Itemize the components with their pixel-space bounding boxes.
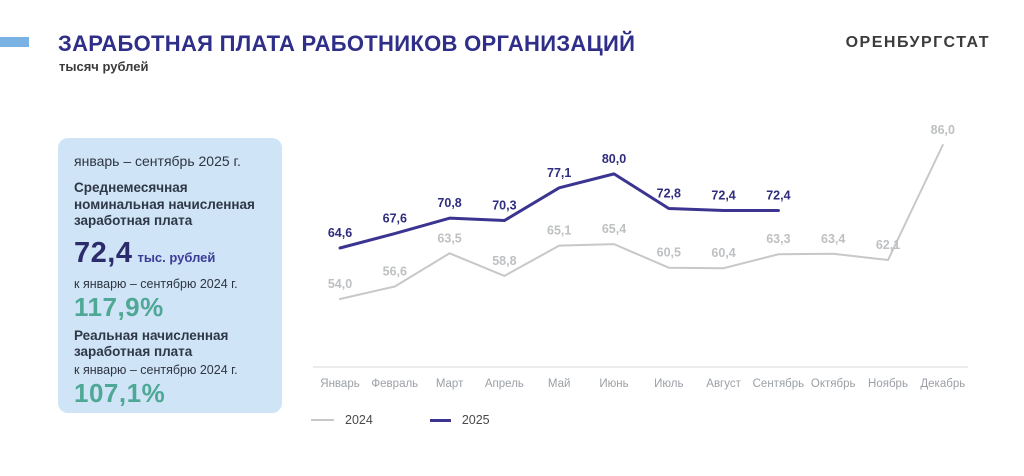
data-label-2024: 60,5	[657, 246, 681, 260]
data-label-2025: 67,6	[383, 212, 407, 226]
x-axis-tick-label: Март	[436, 378, 464, 390]
data-label-2024: 86,0	[931, 123, 955, 137]
data-label-2024: 54,0	[328, 277, 352, 291]
x-axis-tick-label: Апрель	[485, 378, 524, 390]
x-axis-tick-label: Май	[548, 378, 571, 390]
data-label-2024: 63,4	[821, 232, 845, 246]
data-label-2025: 72,4	[766, 188, 790, 202]
legend-label-2024: 2024	[345, 413, 373, 427]
series-line-2024	[339, 144, 944, 300]
legend-swatch-2025	[429, 418, 451, 422]
legend-label-2025: 2025	[461, 413, 490, 427]
data-label-2025: 70,3	[492, 199, 516, 213]
data-label-2025: 72,4	[711, 188, 735, 202]
x-axis-tick-label: Июль	[654, 378, 683, 390]
chart-legend: 2024 2025	[311, 412, 490, 428]
x-axis-tick-label: Август	[706, 378, 741, 390]
x-axis-tick-label: Декабрь	[920, 378, 965, 390]
data-label-2024: 62,1	[876, 238, 900, 252]
x-axis-tick-label: Январь	[320, 378, 359, 390]
data-label-2025: 80,0	[602, 152, 626, 166]
real-wage-heading: Реальная начисленная заработная плата	[74, 327, 229, 360]
series-line-2025	[338, 172, 780, 250]
page-title: ЗАРАБОТНАЯ ПЛАТА РАБОТНИКОВ ОРГАНИЗАЦИЙ	[58, 31, 636, 56]
x-axis-tick-label: Октябрь	[811, 378, 856, 390]
nominal-wage-unit: тыс. рублей	[137, 249, 216, 265]
x-axis-tick-label: Февраль	[371, 378, 418, 390]
data-label-2024: 63,3	[766, 232, 790, 246]
real-index-value: 107,1%	[74, 377, 166, 408]
accent-bar	[0, 37, 29, 47]
data-label-2024: 65,1	[547, 224, 571, 238]
nominal-index-value: 117,9%	[74, 291, 164, 322]
data-label-2025: 72,8	[657, 187, 681, 201]
nominal-wage-heading: Среднемесячная номинальная начисленная з…	[74, 180, 255, 228]
legend-swatch-2024	[311, 419, 334, 421]
data-label-2025: 64,6	[328, 226, 352, 240]
legend-item-2025: 2025	[429, 413, 490, 427]
real-compare-label: к январю – сентябрю 2024 г.	[74, 362, 238, 377]
period-label: январь – сентябрь 2025 г.	[74, 153, 241, 169]
nominal-compare-label: к январю – сентябрю 2024 г.	[74, 276, 238, 291]
orenburgstat-logo: ОРЕНБУРГСТАТ	[845, 34, 990, 51]
wage-line-chart: Январь Февраль Март Апрель Май Июнь Июль Август…	[313, 123, 968, 390]
x-axis-tick-label: Июнь	[599, 378, 628, 390]
data-label-2025: 77,1	[547, 166, 571, 180]
data-label-2024: 58,8	[492, 254, 516, 268]
data-label-2024: 63,5	[437, 231, 461, 245]
data-label-2024: 60,4	[711, 246, 735, 260]
nominal-wage-value-row: 72,4 тыс. рублей	[74, 237, 268, 270]
x-axis-tick-label: Ноябрь	[868, 378, 908, 390]
nominal-wage-value: 72,4	[74, 236, 133, 269]
summary-card: январь – сентябрь 2025 г. Среднемесячная…	[58, 138, 282, 413]
data-label-2024: 56,6	[383, 264, 407, 278]
data-label-2025: 70,8	[437, 196, 461, 210]
x-axis-tick-label: Сентябрь	[753, 378, 805, 390]
legend-item-2024: 2024	[311, 413, 373, 427]
page-subtitle: тысяч рублей	[59, 59, 149, 74]
data-label-2024: 65,4	[602, 222, 626, 236]
